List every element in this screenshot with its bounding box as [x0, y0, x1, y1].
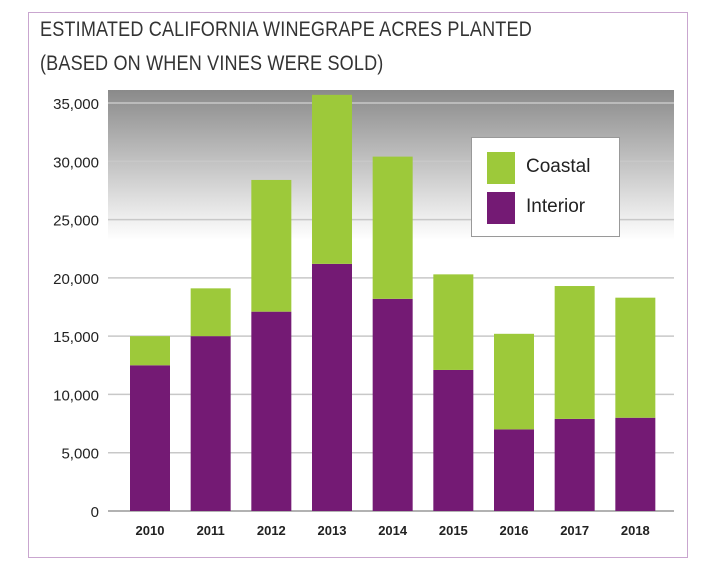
x-tick-label: 2018: [621, 523, 650, 538]
bar-coastal-2016: [494, 333, 534, 430]
bar-coastal-2011: [190, 288, 231, 337]
x-tick-label: 2015: [439, 523, 468, 538]
y-tick-label: 25,000: [53, 213, 99, 230]
bar-coastal-2018: [615, 297, 656, 418]
bar-interior-2014: [372, 298, 413, 511]
legend-swatch-coastal: [487, 152, 515, 184]
x-tick-label: 2017: [560, 523, 589, 538]
bar-interior-2015: [433, 369, 474, 511]
bar-interior-2011: [190, 336, 231, 511]
bar-interior-2016: [494, 429, 534, 511]
bar-interior-2013: [312, 263, 352, 511]
bar-coastal-2015: [433, 274, 474, 370]
y-tick-label: 0: [91, 504, 99, 521]
bar-coastal-2017: [554, 286, 595, 419]
bar-coastal-2012: [251, 179, 292, 312]
y-tick-label: 5,000: [61, 446, 99, 463]
x-tick-label: 2010: [136, 523, 165, 538]
legend-label-interior: Interior: [526, 196, 586, 217]
chart-frame: [28, 12, 688, 558]
x-tick-label: 2014: [378, 523, 408, 538]
x-tick-label: 2013: [318, 523, 347, 538]
chart-title: ESTIMATED CALIFORNIA WINEGRAPE ACRES PLA…: [40, 18, 532, 41]
y-tick-label: 10,000: [53, 387, 99, 404]
y-tick-label: 35,000: [53, 96, 99, 113]
y-tick-label: 20,000: [53, 271, 99, 288]
bar-interior-2012: [251, 311, 292, 511]
legend-label-coastal: Coastal: [526, 156, 591, 177]
chart-subtitle: (BASED ON WHEN VINES WERE SOLD): [40, 52, 384, 75]
x-tick-label: 2012: [257, 523, 286, 538]
x-tick-label: 2016: [500, 523, 529, 538]
bar-interior-2018: [615, 417, 656, 511]
x-tick-label: 2011: [197, 523, 225, 538]
y-tick-label: 30,000: [53, 154, 99, 171]
bar-interior-2010: [130, 365, 170, 511]
bar-coastal-2010: [130, 336, 170, 366]
bar-coastal-2013: [312, 94, 352, 264]
y-tick-label: 15,000: [53, 329, 99, 346]
bar-interior-2017: [554, 418, 595, 511]
legend: Coastal Interior: [471, 137, 620, 237]
legend-swatch-interior: [487, 192, 515, 224]
bar-coastal-2014: [372, 156, 413, 299]
